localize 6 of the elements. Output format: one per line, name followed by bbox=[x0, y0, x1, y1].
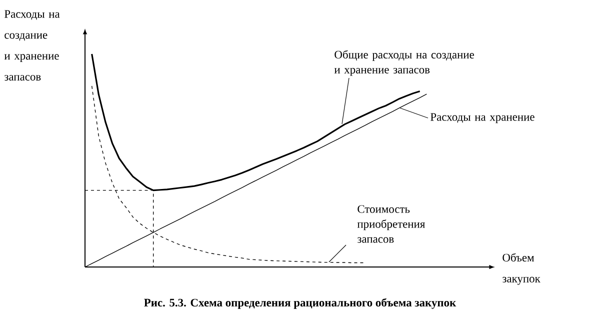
series-label: Стоимость приобретения запасов bbox=[357, 205, 425, 243]
y-axis-title: Расходы на создание и хранение запасов bbox=[4, 10, 60, 81]
text: Общие расходы на создание и хранение запасов bbox=[334, 50, 474, 76]
text: Рис. 5.3. Схема определения рационального объема закупок bbox=[144, 298, 456, 309]
text: Объем закупок bbox=[502, 253, 540, 285]
legend-label: Расходы на хранение bbox=[430, 113, 534, 124]
